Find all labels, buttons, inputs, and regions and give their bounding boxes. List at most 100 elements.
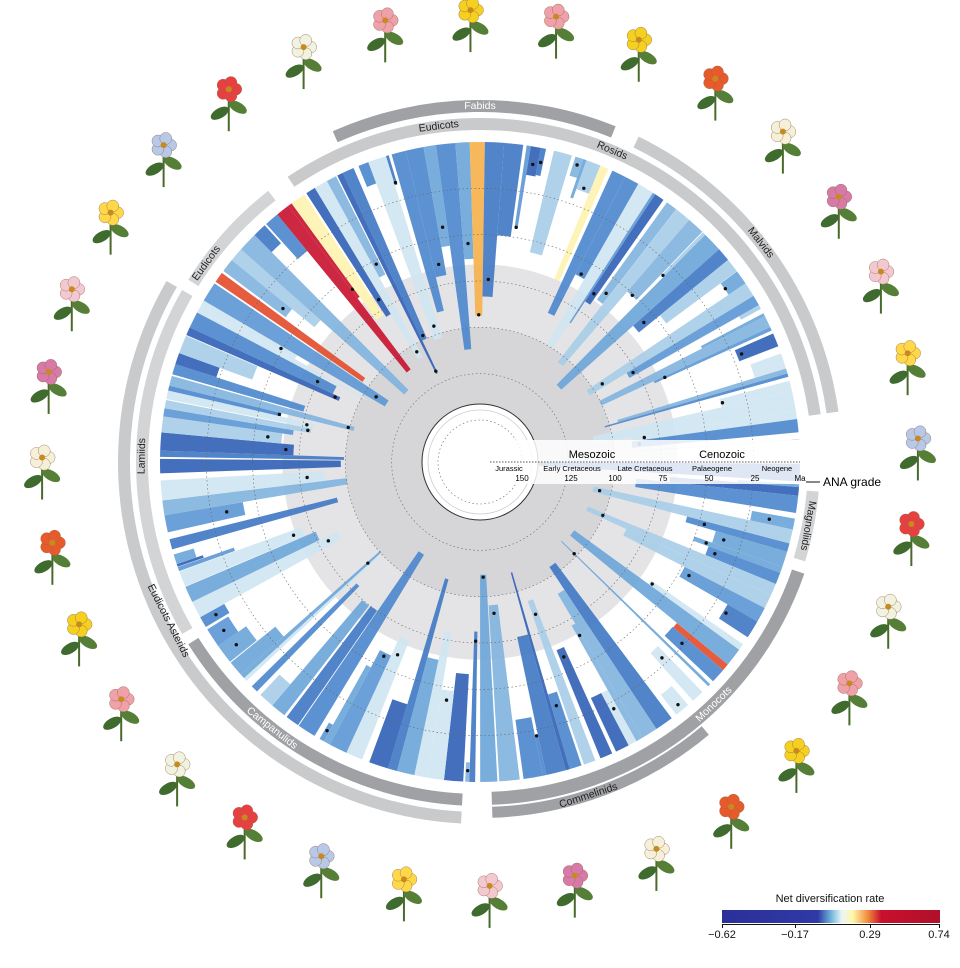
plant-illustration — [452, 0, 489, 53]
clade-wedge — [243, 556, 378, 681]
shift-node — [277, 412, 282, 417]
clade-wedge — [705, 546, 781, 585]
flower-petal — [173, 751, 186, 764]
plant-illustration — [53, 276, 90, 332]
shift-node — [477, 313, 481, 317]
flower-petal — [48, 529, 61, 543]
clade-wedge — [557, 589, 657, 738]
clade-arc — [492, 726, 709, 818]
clade-wedge — [197, 309, 326, 380]
clade-wedge — [549, 562, 672, 729]
shift-node — [266, 435, 270, 439]
shift-node — [538, 160, 543, 165]
plant-illustration — [820, 183, 857, 239]
leaf-icon — [838, 208, 857, 222]
shift-node — [473, 639, 478, 643]
clade-wedge — [633, 249, 729, 333]
clade-wedge — [179, 527, 305, 587]
shift-node — [444, 698, 449, 702]
clade-wedge — [586, 506, 776, 596]
clade-wedge — [177, 547, 235, 572]
shift-node — [562, 655, 566, 659]
legend-tick-label: −0.17 — [781, 929, 809, 941]
leaf-icon — [42, 468, 61, 483]
leaf-icon — [713, 824, 732, 838]
color-legend: Net diversification rate −0.62 −0.17 0.2… — [700, 893, 960, 953]
clade-wedge — [160, 471, 325, 501]
clade-wedge — [272, 600, 370, 716]
clade-wedge — [750, 510, 795, 530]
flower-center — [635, 36, 642, 43]
period-palaeogene: Palaeogene — [692, 464, 732, 473]
clade-arc — [793, 490, 819, 562]
clade-wedge — [627, 219, 703, 301]
clade-wedge — [368, 156, 442, 341]
tick-75: 75 — [659, 474, 668, 483]
unit-ma: Ma — [794, 474, 806, 483]
flower-petal — [903, 340, 916, 353]
shift-node — [600, 382, 604, 386]
clade-wedge — [664, 626, 724, 682]
plant-illustration — [61, 611, 98, 667]
clade-wedge — [231, 249, 321, 328]
plant-illustration — [103, 686, 140, 742]
legend-axis — [722, 924, 940, 925]
plant-illustration — [831, 670, 868, 726]
clade-wedge — [631, 410, 798, 442]
shift-node — [534, 734, 539, 738]
shift-node — [533, 612, 538, 617]
tick-100: 100 — [608, 474, 622, 483]
clade-wedge — [160, 432, 295, 456]
tree-branches — [160, 141, 800, 782]
leaf-icon — [385, 31, 404, 45]
clade-label: Magnoliids — [798, 500, 819, 552]
plant-illustration — [893, 511, 930, 567]
shift-node — [291, 533, 296, 537]
clade-arc — [491, 569, 805, 805]
clade-wedge — [750, 353, 787, 378]
clade-wedge — [175, 353, 220, 378]
clade-wedge — [673, 622, 728, 671]
plant-illustration — [367, 7, 404, 63]
leaf-icon — [303, 58, 322, 72]
clade-wedge — [547, 691, 582, 770]
clade-wedge — [369, 699, 408, 769]
shift-node — [597, 488, 602, 493]
clade-wedge — [570, 159, 587, 199]
clade-wedge — [423, 145, 450, 248]
clade-arc — [118, 281, 462, 824]
shift-node — [436, 262, 441, 267]
leaf-icon — [471, 903, 490, 917]
leaf-icon — [244, 828, 263, 843]
clade-wedge — [659, 259, 737, 324]
clade-wedge — [186, 327, 341, 401]
flower-petal — [317, 843, 330, 856]
period-jurassic: Jurassic — [495, 464, 523, 473]
legend-tick-label: −0.62 — [708, 929, 736, 941]
clade-wedge — [358, 162, 377, 187]
flower-petal — [240, 804, 254, 817]
shift-node — [432, 324, 436, 328]
leaf-icon — [48, 383, 67, 397]
clade-wedge — [192, 531, 342, 618]
clade-wedge — [337, 172, 438, 374]
clade-wedge — [277, 205, 411, 373]
flower-petal — [552, 3, 565, 17]
leaf-icon — [177, 775, 196, 790]
shift-node — [650, 582, 654, 586]
plant-illustration — [226, 804, 263, 860]
tick-150: 150 — [515, 474, 529, 483]
shift-node — [279, 346, 283, 351]
leaf-icon — [71, 300, 90, 314]
clade-wedge — [527, 599, 596, 765]
shift-node — [305, 475, 309, 480]
flower-center — [914, 435, 921, 442]
clade-label: Fabids — [464, 100, 496, 112]
flower-petal — [570, 862, 584, 876]
shift-node — [393, 180, 398, 185]
clade-wedge — [388, 578, 449, 772]
clade-wedge — [230, 626, 284, 675]
leaf-icon — [620, 57, 639, 71]
shift-node — [466, 241, 470, 246]
clade-wedge — [712, 531, 788, 567]
